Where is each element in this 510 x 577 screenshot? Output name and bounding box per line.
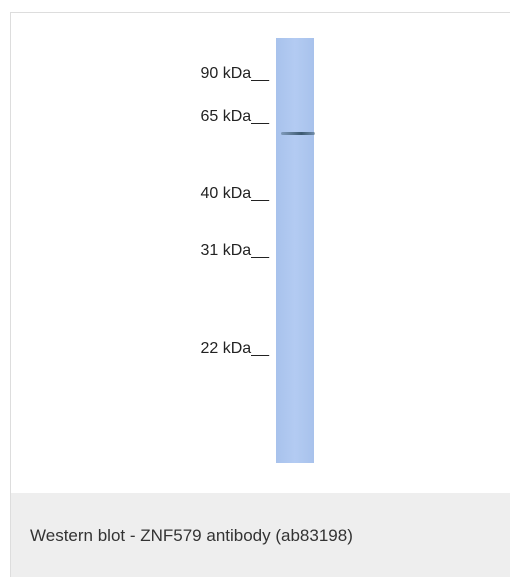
marker-label: 40 kDa__ bbox=[200, 185, 270, 202]
marker-label: 90 kDa__ bbox=[200, 65, 270, 82]
blot-band bbox=[281, 132, 315, 135]
marker-label: 22 kDa__ bbox=[200, 340, 270, 357]
marker-label: 31 kDa__ bbox=[200, 242, 270, 259]
blot-lane bbox=[276, 38, 314, 463]
figure-card: 90 kDa__ 65 kDa__ 40 kDa__ 31 kDa__ 22 k… bbox=[10, 12, 510, 577]
marker-label: 65 kDa__ bbox=[200, 108, 270, 125]
blot-image: 90 kDa__ 65 kDa__ 40 kDa__ 31 kDa__ 22 k… bbox=[11, 13, 510, 493]
caption-bar: Western blot - ZNF579 antibody (ab83198) bbox=[11, 493, 510, 577]
caption: Western blot - ZNF579 antibody (ab83198) bbox=[30, 526, 353, 545]
